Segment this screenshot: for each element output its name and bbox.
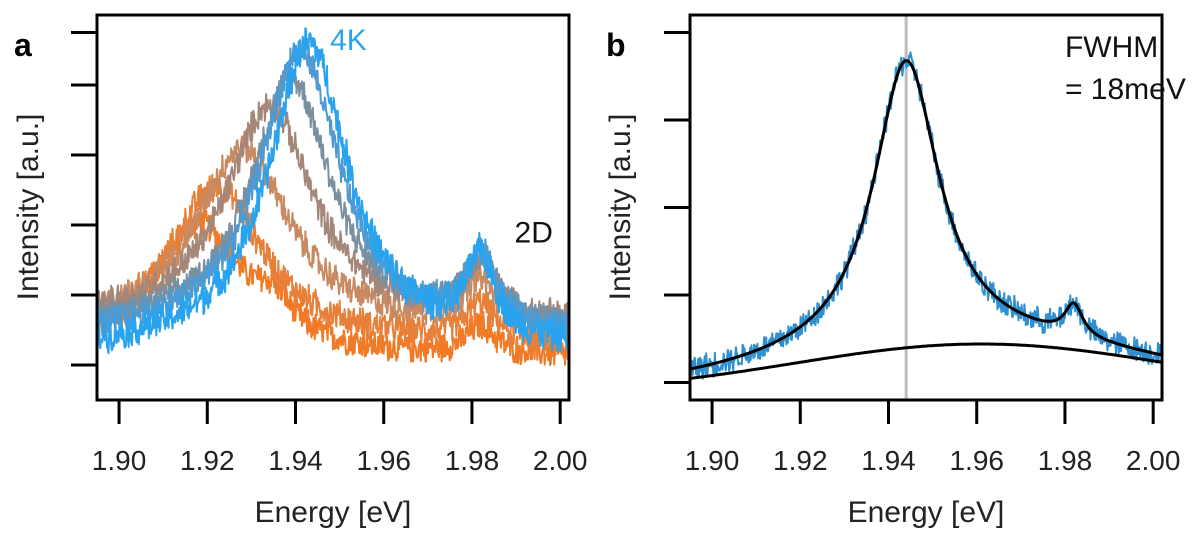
annotation-fwhm: FWHM: [1065, 31, 1158, 64]
x-tick-label: 2.00: [533, 445, 588, 476]
annotation-fwhm-value: = 18meV: [1065, 73, 1186, 106]
panel-a-x-axis-label: Energy [eV]: [255, 496, 412, 529]
x-tick-label: 2.00: [1126, 445, 1181, 476]
panel-a-letter: a: [14, 27, 32, 63]
x-tick-label: 1.96: [356, 445, 411, 476]
panel-b: b 1.90 1.92 1.94 1.96 1.98 2.00 FWHM = 18meV …: [604, 13, 1186, 529]
x-tick-label: 1.90: [685, 445, 740, 476]
panel-b-y-axis-label: Intensity [a.u.]: [604, 114, 637, 301]
panel-a-frame: [95, 13, 571, 402]
panel-b-y-ticks: [664, 31, 690, 384]
panel-b-x-axis-label: Energy [eV]: [848, 496, 1005, 529]
x-tick-label: 1.94: [268, 445, 323, 476]
x-tick-label: 1.92: [180, 445, 235, 476]
x-tick-label: 1.94: [861, 445, 916, 476]
x-tick-label: 1.98: [445, 445, 500, 476]
annotation-2d: 2D: [515, 217, 553, 250]
series-trace-2: [96, 173, 570, 351]
x-tick-label: 1.98: [1038, 445, 1093, 476]
annotation-4k: 4K: [330, 24, 367, 57]
series-fit: [689, 59, 1163, 371]
x-tick-label: 1.96: [949, 445, 1004, 476]
series-background: [689, 342, 1163, 380]
panel-a-x-ticks: 1.90 1.92 1.94 1.96 1.98 2.00: [92, 400, 588, 476]
panel-a: a 1.90 1.92 1.94 1.96 1.98 2.00 4K 2D Energy …: [12, 13, 588, 529]
x-tick-label: 1.92: [773, 445, 828, 476]
series-trace-7-4K: [96, 27, 570, 355]
panel-b-letter: b: [606, 27, 626, 63]
panel-a-y-axis-label: Intensity [a.u.]: [12, 114, 45, 301]
x-tick-label: 1.90: [92, 445, 147, 476]
panel-b-x-ticks: 1.90 1.92 1.94 1.96 1.98 2.00: [685, 400, 1181, 476]
panel-a-y-ticks: [71, 31, 97, 367]
panel-b-traces: [689, 51, 1163, 380]
panel-a-traces: [96, 27, 570, 367]
